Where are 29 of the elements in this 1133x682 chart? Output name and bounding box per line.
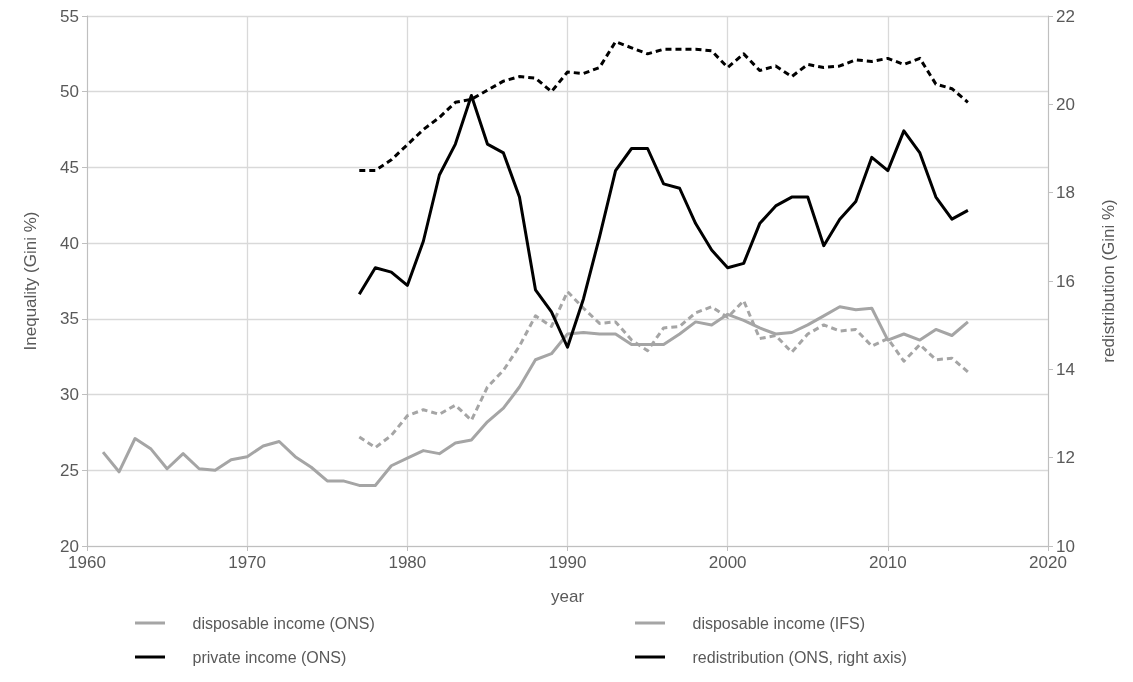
y2-tick-label: 22 (1056, 6, 1075, 26)
legend-label: private income (ONS) (192, 648, 347, 666)
y-tick-label: 30 (60, 385, 79, 405)
x-tick-label: 2010 (868, 553, 907, 572)
x-axis-title: year (550, 587, 585, 606)
y-tick-label: 50 (60, 82, 79, 102)
legend-label: disposable income (ONS) (192, 614, 375, 632)
legend-label: disposable income (IFS) (692, 614, 866, 632)
y-tick-label: 55 (60, 6, 79, 26)
y2-tick-label: 18 (1056, 183, 1075, 203)
y2-axis-title: redistribution (Gini %) (1099, 199, 1118, 363)
legend-label: redistribution (ONS, right axis) (692, 648, 907, 666)
x-tick-label: 2000 (708, 553, 747, 572)
y2-tick-label: 12 (1056, 448, 1075, 468)
y-tick-label: 45 (60, 157, 79, 177)
x-tick-label: 1960 (68, 553, 106, 572)
y-tick-label: 20 (60, 536, 79, 556)
y-axis-title: Inequality (Gini %) (21, 211, 40, 351)
x-tick-label: 1980 (388, 553, 427, 572)
y2-tick-label: 14 (1056, 359, 1075, 379)
y2-tick-label: 10 (1056, 536, 1075, 556)
y2-tick-label: 16 (1056, 271, 1075, 291)
y2-tick-label: 20 (1056, 94, 1075, 114)
x-tick-label: 1990 (548, 553, 587, 572)
x-tick-label: 1970 (228, 553, 267, 572)
y-tick-label: 35 (60, 309, 79, 329)
y-tick-label: 25 (60, 460, 79, 480)
y-tick-label: 40 (60, 233, 79, 253)
x-tick-label: 2020 (1029, 553, 1067, 572)
